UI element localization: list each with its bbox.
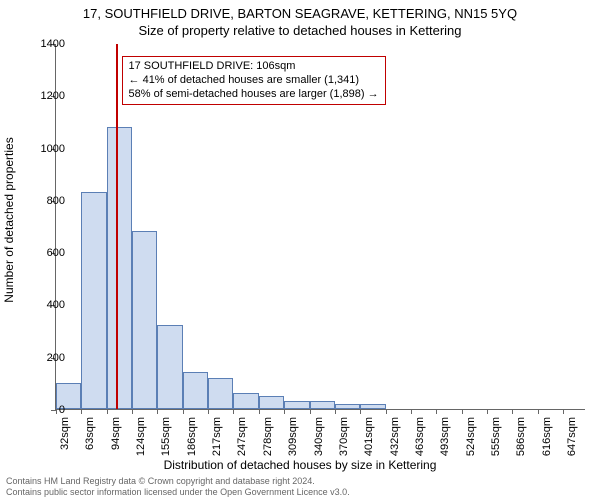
xtick-label: 555sqm: [490, 417, 502, 456]
xtick-label: 616sqm: [541, 417, 553, 456]
histogram-bar: [107, 127, 132, 409]
xtick-label: 524sqm: [465, 417, 477, 456]
histogram-bar: [360, 404, 385, 409]
ytick-label: 600: [25, 247, 65, 259]
xtick-label: 124sqm: [135, 417, 147, 456]
ytick-label: 400: [25, 299, 65, 311]
xtick-mark: [512, 409, 513, 414]
xtick-label: 586sqm: [515, 417, 527, 456]
xtick-label: 217sqm: [211, 417, 223, 456]
xtick-mark: [107, 409, 108, 414]
annotation-line3: 58% of semi-detached houses are larger (…: [129, 88, 379, 102]
xtick-mark: [386, 409, 387, 414]
xtick-mark: [132, 409, 133, 414]
xtick-label: 155sqm: [160, 417, 172, 456]
xtick-label: 94sqm: [110, 417, 122, 450]
histogram-bar: [310, 401, 335, 409]
xtick-mark: [81, 409, 82, 414]
xtick-mark: [360, 409, 361, 414]
title-sub: Size of property relative to detached ho…: [0, 21, 600, 38]
xtick-mark: [538, 409, 539, 414]
xtick-label: 247sqm: [236, 417, 248, 456]
title-main: 17, SOUTHFIELD DRIVE, BARTON SEAGRAVE, K…: [0, 0, 600, 21]
xtick-mark: [284, 409, 285, 414]
xtick-label: 370sqm: [338, 417, 350, 456]
histogram-bar: [233, 393, 258, 409]
ytick-label: 800: [25, 195, 65, 207]
xtick-mark: [335, 409, 336, 414]
ytick-label: 1400: [25, 38, 65, 50]
histogram-bar: [335, 404, 360, 409]
xtick-mark: [233, 409, 234, 414]
xtick-mark: [436, 409, 437, 414]
footer-line2: Contains public sector information licen…: [6, 487, 350, 498]
annotation-line2: ← 41% of detached houses are smaller (1,…: [129, 74, 379, 88]
xtick-label: 432sqm: [389, 417, 401, 456]
histogram-bar: [259, 396, 284, 409]
xtick-label: 401sqm: [363, 417, 375, 456]
xtick-mark: [563, 409, 564, 414]
annotation-box: 17 SOUTHFIELD DRIVE: 106sqm← 41% of deta…: [122, 56, 386, 105]
footer: Contains HM Land Registry data © Crown c…: [6, 476, 350, 498]
xtick-label: 63sqm: [84, 417, 96, 450]
xtick-mark: [208, 409, 209, 414]
xtick-mark: [462, 409, 463, 414]
histogram-bar: [157, 325, 182, 409]
y-axis-label: Number of detached properties: [2, 137, 16, 302]
ytick-label: 1200: [25, 90, 65, 102]
xtick-label: 463sqm: [414, 417, 426, 456]
xtick-label: 32sqm: [59, 417, 71, 450]
ytick-label: 1000: [25, 143, 65, 155]
ytick-label: 200: [25, 352, 65, 364]
histogram-bar: [284, 401, 309, 409]
xtick-label: 493sqm: [439, 417, 451, 456]
annotation-line1: 17 SOUTHFIELD DRIVE: 106sqm: [129, 60, 379, 74]
xtick-mark: [411, 409, 412, 414]
footer-line1: Contains HM Land Registry data © Crown c…: [6, 476, 350, 487]
xtick-label: 186sqm: [186, 417, 198, 456]
xtick-mark: [157, 409, 158, 414]
xtick-mark: [259, 409, 260, 414]
x-axis-label: Distribution of detached houses by size …: [0, 458, 600, 472]
xtick-mark: [310, 409, 311, 414]
histogram-bar: [81, 192, 106, 409]
xtick-label: 340sqm: [313, 417, 325, 456]
xtick-label: 647sqm: [566, 417, 578, 456]
xtick-label: 309sqm: [287, 417, 299, 456]
ytick-label: 0: [25, 404, 65, 416]
histogram-bar: [208, 378, 233, 409]
histogram-bar: [132, 231, 157, 409]
xtick-label: 278sqm: [262, 417, 274, 456]
marker-line: [116, 44, 118, 409]
xtick-mark: [183, 409, 184, 414]
xtick-mark: [487, 409, 488, 414]
histogram-bar: [183, 372, 208, 409]
